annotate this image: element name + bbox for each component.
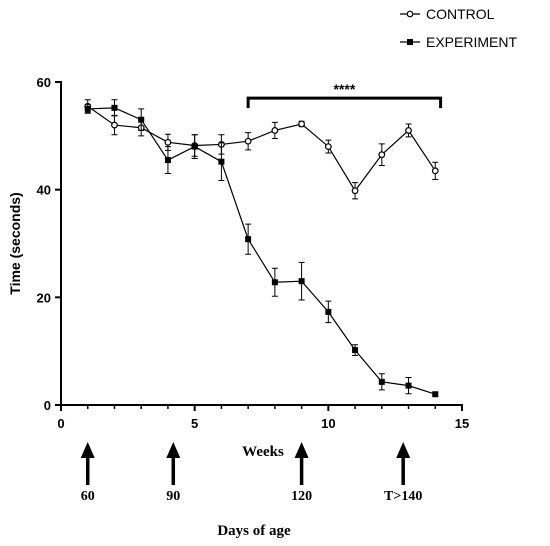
data-point [405,382,412,389]
data-point [218,158,225,165]
significance-bracket: **** [246,81,443,109]
data-point [111,104,118,111]
data-point [378,151,386,159]
y-tick-label: 40 [37,183,51,198]
data-point [164,157,171,164]
age-label: 90 [166,489,180,504]
x-axis-label: Weeks [242,444,284,460]
legend: CONTROL EXPERIMENT [400,6,517,50]
age-label: T>140 [384,489,422,504]
legend-label: EXPERIMENT [426,34,517,50]
data-point [432,391,439,398]
data-point [351,187,359,195]
legend-item-control: CONTROL [400,6,495,22]
legend-marker [407,39,413,45]
data-point [352,347,359,354]
axes: 0 20 40 60 0 5 10 15 Time (seconds) Weeks [7,75,469,460]
data-point [138,116,145,123]
y-tick-label: 0 [44,398,51,413]
data-point [84,105,91,112]
data-point [271,279,278,286]
data-point [325,308,332,315]
plot-area [84,99,439,398]
data-point [271,127,279,134]
significance-label: **** [333,81,355,97]
series-line [87,105,436,192]
age-marker: 90 [166,442,181,504]
data-point [244,137,252,145]
arrow-head-icon [166,442,181,458]
age-markers: 60 90 120 T>140 Days of age [80,442,422,539]
y-axis-label: Time (seconds) [7,192,23,294]
x-tick-label: 15 [455,416,469,431]
data-point [164,138,172,146]
y-tick-label: 20 [37,290,51,305]
series-experiment [84,99,439,398]
legend-item-experiment: EXPERIMENT [400,34,517,50]
y-tick-label: 60 [37,75,51,90]
arrow-head-icon [80,442,95,458]
data-point [378,378,385,385]
age-marker: 60 [80,442,95,504]
x-tick-label: 10 [321,416,335,431]
data-point [111,121,118,129]
age-marker: 120 [291,442,312,504]
data-point [405,127,412,134]
age-label: 60 [81,489,95,504]
data-point [245,236,252,243]
legend-marker [406,10,414,18]
age-label: 120 [291,489,312,504]
arrow-head-icon [294,442,309,458]
data-point [431,167,439,175]
series-line [87,107,436,395]
x-tick-label: 5 [191,416,198,431]
arrow-head-icon [396,442,411,458]
x-tick-label: 0 [57,416,64,431]
legend-label: CONTROL [426,6,495,22]
data-point [298,278,305,285]
data-point [191,143,198,150]
series-control [84,99,439,200]
data-point [324,143,332,151]
age-marker: T>140 [384,442,422,504]
significance-line [246,96,443,109]
data-point [298,120,306,128]
age-axis-title: Days of age [217,523,291,539]
